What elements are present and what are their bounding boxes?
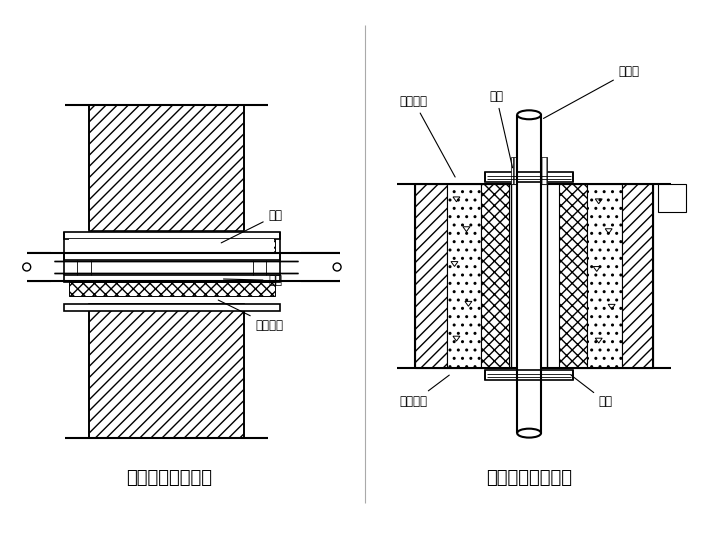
- Bar: [486, 371, 573, 380]
- Ellipse shape: [517, 111, 541, 119]
- Bar: [90, 304, 244, 438]
- Bar: [559, 184, 587, 368]
- Bar: [68, 282, 275, 296]
- Bar: [517, 115, 541, 433]
- Bar: [511, 156, 517, 184]
- Bar: [447, 184, 481, 368]
- Bar: [92, 260, 242, 274]
- Bar: [70, 239, 274, 259]
- Bar: [541, 156, 547, 184]
- Text: 煤气管: 煤气管: [543, 65, 640, 119]
- Bar: [63, 232, 280, 239]
- Bar: [63, 253, 280, 260]
- Bar: [63, 304, 280, 311]
- Bar: [26, 254, 339, 280]
- Text: 套管: 套管: [571, 375, 613, 409]
- Bar: [68, 239, 275, 253]
- Text: 沥青: 沥青: [223, 274, 282, 287]
- Text: 沥青麻刀: 沥青麻刀: [218, 300, 284, 332]
- Bar: [415, 184, 447, 368]
- Text: 防水套管穿墙做法: 防水套管穿墙做法: [126, 469, 212, 487]
- Text: 套管穿楼板的做法: 套管穿楼板的做法: [486, 469, 572, 487]
- Bar: [587, 184, 621, 368]
- Bar: [486, 172, 573, 183]
- Text: 沥青麻刀: 沥青麻刀: [400, 95, 455, 177]
- Text: 套管: 套管: [221, 209, 282, 243]
- Text: 水泥砂浆: 水泥砂浆: [400, 375, 449, 409]
- Ellipse shape: [517, 429, 541, 437]
- Text: 20: 20: [668, 191, 678, 206]
- Bar: [63, 275, 280, 282]
- Bar: [658, 184, 686, 213]
- Bar: [621, 184, 653, 368]
- Text: 沥青: 沥青: [489, 90, 513, 168]
- Bar: [481, 184, 509, 368]
- Bar: [90, 105, 244, 231]
